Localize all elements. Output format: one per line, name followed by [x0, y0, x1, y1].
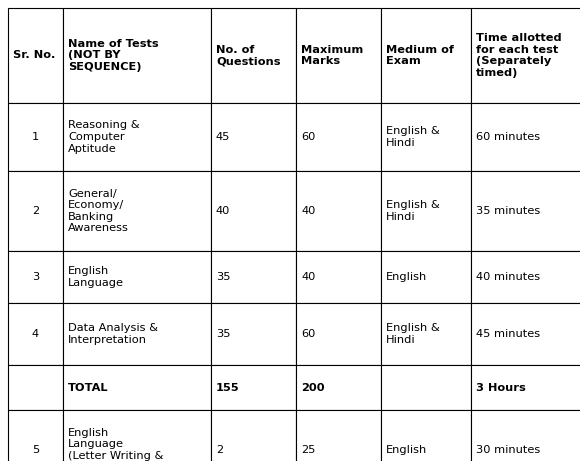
Text: 3 Hours: 3 Hours — [476, 383, 525, 392]
Text: English &
Hindi: English & Hindi — [386, 323, 440, 345]
Text: 5: 5 — [32, 445, 39, 455]
Bar — [63, 410, 211, 461]
Text: English: English — [386, 272, 427, 282]
Bar — [381, 303, 471, 365]
Text: 40 minutes: 40 minutes — [476, 272, 540, 282]
Bar — [381, 8, 471, 103]
Bar — [471, 171, 580, 251]
Bar — [471, 410, 580, 461]
Bar — [8, 171, 63, 251]
Bar — [471, 251, 580, 303]
Bar — [63, 251, 211, 303]
Bar — [211, 171, 296, 251]
Bar — [381, 410, 471, 461]
Bar — [63, 303, 211, 365]
Text: 1: 1 — [32, 132, 39, 142]
Bar — [8, 365, 63, 410]
Text: 200: 200 — [301, 383, 325, 392]
Bar — [211, 8, 296, 103]
Bar — [381, 365, 471, 410]
Bar — [296, 103, 381, 171]
Text: Time allotted
for each test
(Separately
timed): Time allotted for each test (Separately … — [476, 33, 561, 78]
Bar — [296, 8, 381, 103]
Text: 4: 4 — [32, 329, 39, 339]
Text: TOTAL: TOTAL — [68, 383, 108, 392]
Bar — [63, 8, 211, 103]
Text: 35: 35 — [216, 329, 230, 339]
Bar — [211, 103, 296, 171]
Text: 40: 40 — [216, 206, 230, 216]
Bar — [296, 303, 381, 365]
Bar — [296, 365, 381, 410]
Text: 45: 45 — [216, 132, 230, 142]
Text: 60 minutes: 60 minutes — [476, 132, 540, 142]
Text: Name of Tests
(NOT BY
SEQUENCE): Name of Tests (NOT BY SEQUENCE) — [68, 39, 158, 72]
Bar — [471, 303, 580, 365]
Text: 3: 3 — [32, 272, 39, 282]
Text: 60: 60 — [301, 132, 316, 142]
Text: 40: 40 — [301, 272, 316, 282]
Text: 2: 2 — [216, 445, 223, 455]
Text: Data Analysis &
Interpretation: Data Analysis & Interpretation — [68, 323, 158, 345]
Text: English &
Hindi: English & Hindi — [386, 200, 440, 222]
Text: Maximum
Marks: Maximum Marks — [301, 45, 363, 66]
Bar — [8, 8, 63, 103]
Text: 155: 155 — [216, 383, 240, 392]
Bar — [211, 303, 296, 365]
Text: No. of
Questions: No. of Questions — [216, 45, 281, 66]
Bar — [8, 103, 63, 171]
Bar — [296, 171, 381, 251]
Bar — [296, 251, 381, 303]
Bar — [381, 103, 471, 171]
Bar — [63, 103, 211, 171]
Text: English: English — [386, 445, 427, 455]
Bar — [211, 251, 296, 303]
Text: 25: 25 — [301, 445, 316, 455]
Text: 2: 2 — [32, 206, 39, 216]
Text: General/
Economy/
Banking
Awareness: General/ Economy/ Banking Awareness — [68, 189, 129, 233]
Text: 45 minutes: 45 minutes — [476, 329, 540, 339]
Text: Reasoning &
Computer
Aptitude: Reasoning & Computer Aptitude — [68, 120, 140, 154]
Bar — [8, 251, 63, 303]
Text: 40: 40 — [301, 206, 316, 216]
Text: English &
Hindi: English & Hindi — [386, 126, 440, 148]
Bar — [471, 8, 580, 103]
Bar — [211, 365, 296, 410]
Text: 30 minutes: 30 minutes — [476, 445, 540, 455]
Bar — [8, 410, 63, 461]
Text: Medium of
Exam: Medium of Exam — [386, 45, 454, 66]
Bar — [63, 171, 211, 251]
Text: Sr. No.: Sr. No. — [13, 51, 55, 60]
Bar — [471, 103, 580, 171]
Bar — [381, 251, 471, 303]
Bar — [381, 171, 471, 251]
Text: English
Language: English Language — [68, 266, 124, 288]
Bar — [8, 303, 63, 365]
Text: 35: 35 — [216, 272, 230, 282]
Text: English
Language
(Letter Writing &
Essay): English Language (Letter Writing & Essay… — [68, 428, 164, 461]
Text: 35 minutes: 35 minutes — [476, 206, 540, 216]
Bar — [63, 365, 211, 410]
Text: 60: 60 — [301, 329, 316, 339]
Bar — [211, 410, 296, 461]
Bar — [471, 365, 580, 410]
Bar — [296, 410, 381, 461]
